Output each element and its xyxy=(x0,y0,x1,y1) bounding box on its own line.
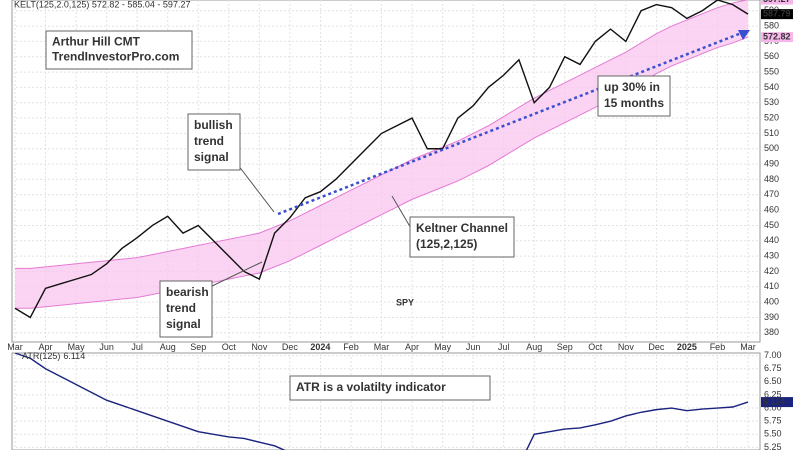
y-tick-label: 420 xyxy=(764,266,779,276)
panel-legend-value: 6.114 xyxy=(63,351,85,361)
y-tick-label: 450 xyxy=(764,220,779,230)
y-tick-label: 560 xyxy=(764,51,779,61)
y-tick-label: 5.25 xyxy=(764,442,782,450)
annotation-box xyxy=(597,75,671,117)
x-tick-label: Mar xyxy=(740,342,756,352)
annotation-text: Arthur Hill CMT xyxy=(52,35,141,49)
x-tick-label: Apr xyxy=(39,342,53,352)
annotation-text: signal xyxy=(194,150,229,164)
y-tick-label: 540 xyxy=(764,82,779,92)
last-value-label: 587.79 xyxy=(763,8,791,18)
y-tick-label: 520 xyxy=(764,112,779,122)
last-value-label: 572.82 xyxy=(763,31,791,41)
x-tick-label: Mar xyxy=(374,342,390,352)
y-tick-label: 6.00 xyxy=(764,402,782,412)
annotation-box xyxy=(187,113,241,171)
y-tick-label: 6.50 xyxy=(764,376,782,386)
pointer xyxy=(237,164,275,213)
y-tick-label: 550 xyxy=(764,66,779,76)
panel-legend: ATR(125) 6.114 xyxy=(22,351,85,361)
x-tick-label: Sep xyxy=(557,342,573,352)
x-tick-label: Sep xyxy=(190,342,206,352)
pointer xyxy=(391,195,413,231)
annotation-text: (125,2,125) xyxy=(416,237,477,251)
x-tick-label: Apr xyxy=(405,342,419,352)
x-tick-label: Aug xyxy=(160,342,176,352)
y-tick-label: 470 xyxy=(764,189,779,199)
y-tick-label: 410 xyxy=(764,281,779,291)
last-value-box xyxy=(761,9,793,20)
y-tick-label: 390 xyxy=(764,312,779,322)
x-tick-label: Aug xyxy=(526,342,542,352)
x-tick-label: Jul xyxy=(498,342,510,352)
y-tick-label: 5.50 xyxy=(764,429,782,439)
x-tick-label: Oct xyxy=(222,342,237,352)
annotation-box xyxy=(289,375,491,401)
annotation-text: signal xyxy=(166,317,201,331)
x-tick-label: Feb xyxy=(343,342,359,352)
annotation-box xyxy=(409,216,515,258)
x-tick-label: Mar xyxy=(7,342,23,352)
panel-legend-name: ATR(125) xyxy=(22,351,60,361)
x-tick-label: 2024 xyxy=(310,342,330,352)
y-tick-label: 530 xyxy=(764,97,779,107)
y-tick-label: 580 xyxy=(764,20,779,30)
watermark: SPY xyxy=(396,297,414,307)
annotation-text: TrendInvestorPro.com xyxy=(52,50,179,64)
annotation-text: trend xyxy=(194,134,224,148)
last-value-label: 6.114 xyxy=(763,396,785,406)
plot-frame xyxy=(11,352,761,450)
x-tick-label: Dec xyxy=(648,342,665,352)
annotation-text: ATR is a volatilty indicator xyxy=(296,380,446,394)
y-tick-label: 6.75 xyxy=(764,363,782,373)
annotation-box xyxy=(45,30,193,70)
pointer xyxy=(209,261,263,288)
last-value-label: 597.27 xyxy=(763,0,791,4)
y-tick-label: 460 xyxy=(764,204,779,214)
x-tick-label: Jul xyxy=(131,342,143,352)
y-tick-label: 480 xyxy=(764,174,779,184)
x-tick-label: Jun xyxy=(466,342,481,352)
x-tick-label: May xyxy=(68,342,86,352)
y-tick-label: 510 xyxy=(764,128,779,138)
y-tick-label: 490 xyxy=(764,158,779,168)
annotation-text: up 30% in xyxy=(604,80,660,94)
y-tick-label: 400 xyxy=(764,297,779,307)
trend-arrow xyxy=(277,30,745,216)
plot-area xyxy=(14,353,749,450)
y-tick-label: 380 xyxy=(764,327,779,337)
x-tick-label: Jun xyxy=(99,342,114,352)
y-tick-label: 440 xyxy=(764,235,779,245)
x-tick-label: May xyxy=(434,342,452,352)
last-value-box xyxy=(761,32,793,43)
x-tick-label: Oct xyxy=(588,342,603,352)
y-tick-label: 5.75 xyxy=(764,416,782,426)
annotation-text: trend xyxy=(166,301,196,315)
annotation-text: bearish xyxy=(166,285,209,299)
y-tick-label: 430 xyxy=(764,250,779,260)
x-tick-label: Feb xyxy=(710,342,726,352)
y-tick-label: 6.25 xyxy=(764,389,782,399)
channel-fill xyxy=(15,0,748,309)
legend-text: KELT(125,2.0,125) 572.82 - 585.04 - 597.… xyxy=(14,0,190,9)
annotation-text: bullish xyxy=(194,118,233,132)
x-tick-label: 2025 xyxy=(677,342,697,352)
arrow-head xyxy=(738,30,750,40)
annotation-box xyxy=(159,280,213,338)
last-value-box xyxy=(761,397,793,408)
y-tick-label: 500 xyxy=(764,143,779,153)
annotation-text: 15 months xyxy=(604,96,664,110)
series-line xyxy=(14,0,749,319)
annotation-text: Keltner Channel xyxy=(416,221,508,235)
last-value-box xyxy=(761,0,793,5)
x-tick-label: Nov xyxy=(618,342,635,352)
x-tick-label: Nov xyxy=(251,342,268,352)
x-tick-label: Dec xyxy=(282,342,299,352)
y-tick-label: 7.00 xyxy=(764,350,782,360)
series-line xyxy=(14,353,749,450)
